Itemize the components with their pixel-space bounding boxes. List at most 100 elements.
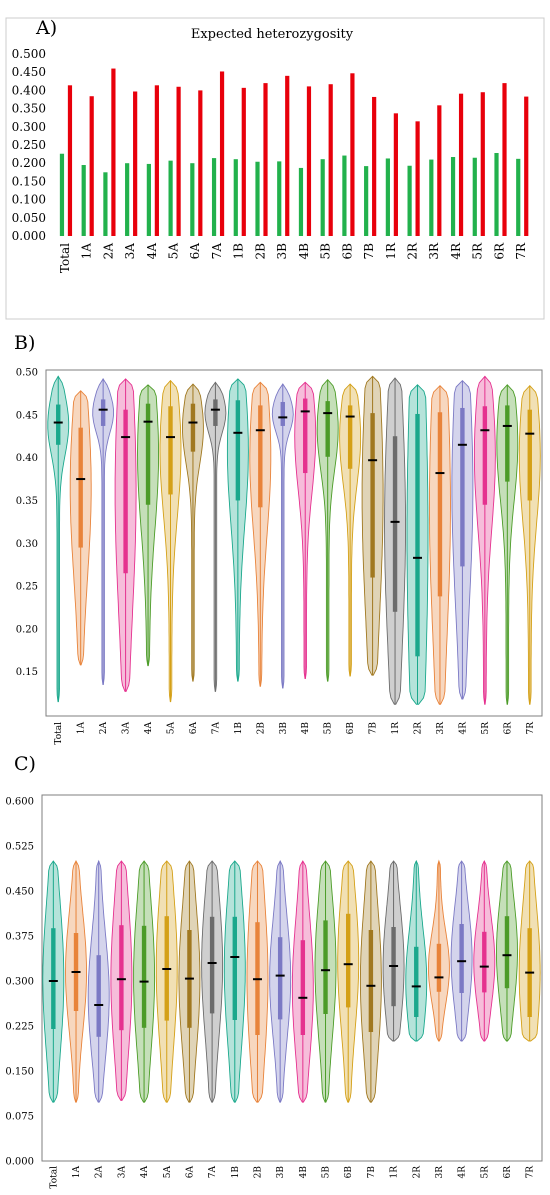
panel-a-title: Expected heterozygosity	[191, 27, 354, 42]
panel-b-violin-iqr	[527, 409, 532, 501]
panel-a-bar	[211, 158, 217, 236]
panel-b-x-tick-label: 4B	[301, 722, 311, 735]
panel-b-x-tick-label: Total	[54, 722, 64, 745]
panel-a-bar	[81, 165, 86, 236]
panel-a-bar	[306, 86, 312, 237]
panel-b-y-tick-label: 0.50	[16, 368, 38, 379]
panel-a-y-tick-label: 0.250	[12, 138, 46, 152]
panel-c-y-tick-label: 0.225	[5, 1022, 34, 1033]
panel-a-x-tick-label: 5R	[471, 242, 485, 260]
panel-a-bar	[385, 158, 390, 236]
panel-a-bar	[458, 93, 464, 237]
panel-a-bar	[154, 85, 159, 236]
panel-b-violin-iqr	[437, 412, 443, 597]
panel-c-y-tick-label: 0.000	[5, 1157, 34, 1168]
panel-a-x-tick-label: 4A	[145, 243, 159, 260]
panel-c-x-tick-label: 2B	[253, 1166, 263, 1179]
panel-a-x-tick-label: 7B	[362, 243, 376, 260]
panel-b-x-tick-label: 3B	[279, 722, 289, 735]
panel-b-x-tick-label: 1A	[77, 722, 87, 735]
panel-c-violin-iqr	[277, 937, 283, 1020]
panel-a-x-tick-label: 3R	[427, 242, 441, 260]
panel-c-violin-iqr	[51, 928, 56, 1029]
panel-a-bar	[320, 159, 325, 236]
panel-b-x-tick-label: 7A	[211, 722, 221, 735]
panel-b-x-tick-label: 7R	[526, 722, 536, 735]
panel-a-x-tick-label: Total	[58, 243, 72, 273]
panel-c-x-tick-label: 4B	[299, 1166, 309, 1179]
panel-a-bar	[393, 113, 398, 236]
panel-b-plot-frame	[45, 369, 543, 717]
panel-a-bar	[342, 155, 347, 236]
panel-a-bar	[255, 161, 260, 236]
panel-a-x-tick-label: 2B	[253, 243, 267, 260]
panel-a-bar	[328, 84, 333, 236]
panel-c-plot-frame	[41, 794, 543, 1162]
panel-a-bar	[190, 163, 195, 236]
panel-b-x-tick-label: 4R	[458, 722, 468, 735]
panel-a-bar	[494, 153, 499, 236]
panel-b-violin-iqr	[235, 400, 241, 501]
panel-a-x-tick-label: 7R	[514, 242, 528, 260]
panel-c-x-tick-label: 3B	[276, 1166, 286, 1179]
panel-c-y-ticks: 0.600 0.525 0.450 0.375 0.300 0.225 0.150 0.075…	[5, 797, 34, 1168]
panel-a-bar	[516, 158, 521, 236]
panel-a-bar	[67, 85, 73, 236]
panel-b-x-labels: Total 1A 2A 3A 4A 5A 6A 7A 1B 2B 3B 4B 5B 6B 7B 1R 2R 3R 4…	[54, 722, 536, 745]
panel-a-bar	[502, 83, 507, 237]
panel-b-violin-iqr	[258, 405, 263, 508]
panel-b-label: B)	[14, 332, 35, 354]
panel-c-x-tick-label: 4A	[140, 1166, 150, 1179]
panel-a-bar	[125, 163, 130, 236]
panel-b-x-tick-label: 6A	[189, 722, 199, 735]
panel-c-label: C)	[14, 753, 36, 775]
panel-b-violin-iqr	[415, 413, 420, 657]
panel-c-x-tick-label: 6B	[344, 1166, 354, 1179]
panel-b-violin-iqr	[505, 405, 510, 482]
panel-c-y-tick-label: 0.075	[5, 1112, 34, 1123]
panel-c-x-tick-label: 1R	[390, 1166, 400, 1179]
panel-b-violins	[47, 375, 541, 705]
panel-a-y-tick-label: 0.200	[12, 156, 46, 170]
panel-a-bar	[472, 157, 477, 236]
panel-c-violin-iqr	[209, 916, 215, 1014]
panel-a-bar	[219, 71, 225, 236]
panel-c-violin-iqr	[346, 913, 351, 1008]
panel-b-y-ticks: 0.50 0.45 0.40 0.35 0.30 0.25 0.20 0.15	[16, 368, 38, 679]
panel-b-violin-iqr	[213, 399, 218, 426]
panel-a-x-tick-label: 5B	[319, 243, 333, 260]
panel-a-x-tick-label: 2A	[101, 243, 115, 260]
panel-b-x-tick-label: 5R	[481, 722, 491, 735]
panel-c-x-tick-label: Total	[49, 1166, 59, 1189]
panel-c-y-tick-label: 0.150	[5, 1067, 34, 1078]
panel-c-y-tick-label: 0.450	[5, 887, 34, 898]
panel-b-y-tick-label: 0.40	[16, 453, 38, 464]
panel-a-x-labels: Total 1A 2A 3A 4A 5A 6A 7A 1B 2B 3B 4B 5B 6B 7B 1R 2R 3R 4…	[58, 242, 528, 273]
panel-c-violin-iqr	[436, 943, 442, 992]
panel-a-bar	[407, 165, 412, 236]
panel-a-y-tick-label: 0.500	[12, 47, 46, 61]
panel-a-bar	[277, 161, 282, 236]
panel-c-violin-iqr	[459, 924, 464, 993]
panel-b-y-tick-label: 0.20	[16, 624, 38, 635]
panel-c-x-tick-label: 7R	[526, 1166, 536, 1179]
panel-c-x-tick-label: 7B	[367, 1166, 377, 1179]
panel-b-x-tick-label: 4A	[144, 722, 154, 735]
panel-c-x-tick-label: 5R	[480, 1166, 490, 1179]
panel-c-x-tick-label: 2A	[95, 1166, 105, 1179]
panel-b-violin-iqr	[56, 404, 61, 445]
panel-b-violin-iqr	[168, 406, 173, 495]
panel-a-frame	[5, 17, 545, 320]
panel-b-x-tick-label: 6R	[503, 722, 513, 735]
panel-b-y-tick-label: 0.35	[16, 496, 38, 507]
panel-a-x-tick-label: 4R	[449, 242, 463, 260]
panel-a-bar	[480, 92, 485, 236]
panel-b-violin-iqr	[280, 401, 285, 426]
panel-a-bar	[176, 86, 181, 236]
panel-a-bar	[372, 96, 377, 237]
panel-b-x-tick-label: 2R	[414, 722, 424, 735]
panel-a-bar	[285, 75, 290, 236]
panel-c-violin-iqr	[232, 916, 237, 1020]
panel-a-y-tick-label: 0.350	[12, 102, 46, 116]
panel-c-x-tick-label: 6A	[185, 1166, 195, 1179]
